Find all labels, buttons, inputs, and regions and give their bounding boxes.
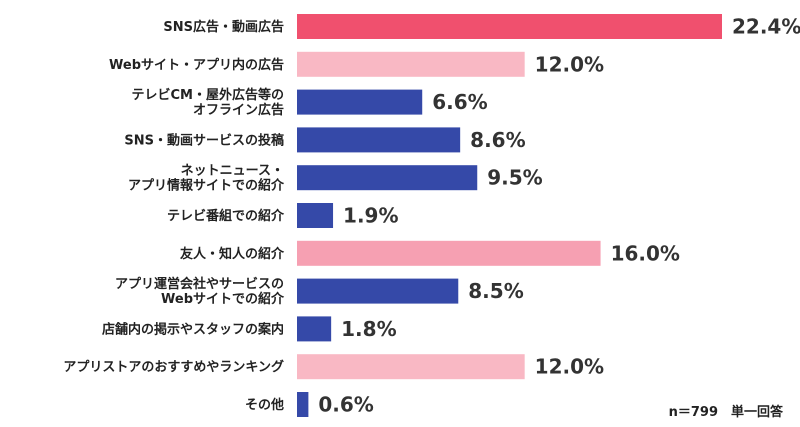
category-label-0: SNS広告・動画広告 bbox=[163, 19, 284, 35]
value-label-0: 22.4% bbox=[732, 15, 800, 39]
value-label-2: 6.6% bbox=[432, 90, 487, 114]
value-label-10: 0.6% bbox=[318, 393, 373, 417]
category-label-1: Webサイト・アプリ内の広告 bbox=[109, 57, 284, 73]
sample-size-note: n＝799 単一回答 bbox=[669, 404, 784, 420]
category-label-2-line-0: テレビCM・屋外広告等の bbox=[132, 87, 284, 103]
bar-0 bbox=[297, 14, 722, 39]
value-label-5: 1.9% bbox=[343, 204, 398, 228]
bar-1 bbox=[297, 51, 525, 77]
bar-10 bbox=[297, 392, 309, 417]
bar-3 bbox=[297, 127, 461, 153]
bar-5 bbox=[297, 203, 334, 228]
bar-6 bbox=[297, 240, 601, 266]
value-label-9: 12.0% bbox=[535, 355, 604, 379]
value-label-7: 8.5% bbox=[468, 279, 523, 303]
category-label-4-line-1: アプリ情報サイトでの紹介 bbox=[128, 178, 285, 194]
value-label-3: 8.6% bbox=[470, 128, 525, 152]
value-label-6: 16.0% bbox=[611, 241, 680, 265]
category-label-9: アプリストアのおすすめやランキング bbox=[63, 359, 284, 375]
category-label-8: 店舗内の掲示やスタッフの案内 bbox=[102, 321, 284, 337]
category-label-4-line-0: ネットニュース・ bbox=[181, 164, 284, 179]
bar-7 bbox=[297, 278, 459, 304]
category-label-2-line-1: オフライン広告 bbox=[193, 102, 284, 118]
bars-group: SNS広告・動画広告 22.4% Webサイト・アプリ内の広告 12.0% テレビCM・… bbox=[63, 14, 800, 417]
value-label-8: 1.8% bbox=[341, 317, 396, 341]
bar-2 bbox=[297, 89, 423, 115]
bar-8 bbox=[297, 316, 332, 342]
bar-4 bbox=[297, 165, 478, 191]
value-label-4: 9.5% bbox=[487, 166, 542, 190]
category-label-6: 友人・知人の紹介 bbox=[180, 246, 285, 262]
category-label-7-line-0: アプリ運営会社やサービスの bbox=[115, 276, 284, 292]
category-label-5: テレビ番組での紹介 bbox=[167, 208, 285, 224]
category-label-3: SNS・動画サービスの投稿 bbox=[124, 132, 284, 148]
category-label-7-line-1: Webサイトでの紹介 bbox=[161, 291, 285, 307]
category-label-10: その他 bbox=[245, 397, 284, 413]
value-label-1: 12.0% bbox=[535, 52, 604, 76]
bar-9 bbox=[297, 354, 525, 380]
